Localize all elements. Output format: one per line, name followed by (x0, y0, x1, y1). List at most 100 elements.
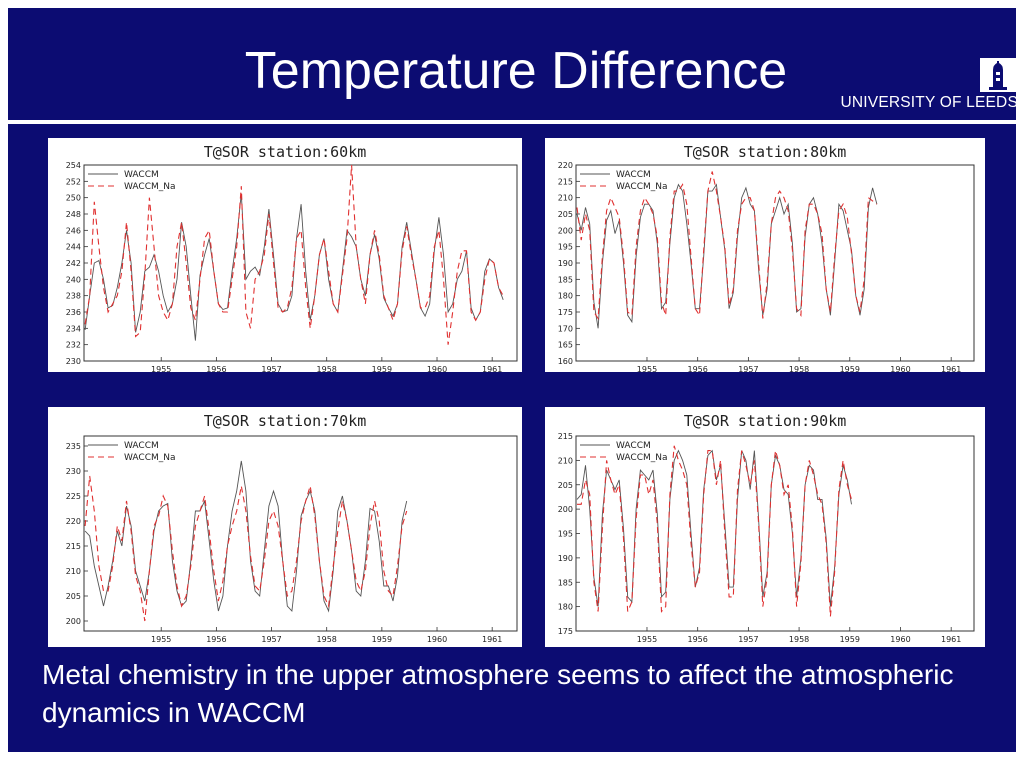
x-tick-label: 1956 (688, 635, 708, 644)
series-line-waccm (576, 449, 852, 607)
series-line-waccm-na (577, 445, 853, 617)
x-tick-label: 1958 (317, 635, 337, 644)
y-tick-label: 254 (66, 161, 81, 170)
chart-title: T@SOR station:80km (684, 143, 847, 161)
y-tick-label: 180 (558, 292, 573, 301)
x-tick-label: 1959 (372, 635, 392, 644)
y-tick-label: 232 (66, 341, 81, 350)
y-tick-label: 195 (558, 530, 573, 539)
x-tick-label: 1961 (482, 635, 502, 644)
x-tick-label: 1957 (738, 635, 758, 644)
y-tick-label: 200 (558, 505, 573, 514)
x-tick-label: 1956 (206, 365, 226, 372)
y-tick-label: 200 (558, 226, 573, 235)
legend-label: WACCM (616, 170, 651, 180)
series-line-waccm (576, 183, 878, 329)
x-tick-label: 1961 (941, 635, 961, 644)
slide-caption: Metal chemistry in the upper atmosphere … (42, 659, 954, 728)
plot-frame (83, 164, 518, 362)
y-tick-label: 210 (558, 194, 573, 203)
y-tick-label: 252 (66, 177, 81, 186)
series-line-waccm-na (84, 475, 408, 622)
y-tick-label: 205 (558, 210, 573, 219)
x-tick-label: 1955 (151, 635, 171, 644)
series-line-waccm-na (84, 165, 504, 345)
y-tick-label: 250 (66, 194, 81, 203)
chart-panel-90km: T@SOR station:90km 175 180 185 190 195 200 205 2… (545, 407, 985, 647)
chart-title: T@SOR station:70km (204, 412, 367, 430)
x-tick-label: 1956 (688, 365, 708, 372)
legend-label: WACCM_Na (124, 182, 176, 192)
y-tick-label: 190 (558, 554, 573, 563)
x-tick-label: 1956 (206, 635, 226, 644)
y-tick-label: 235 (66, 442, 81, 451)
y-tick-label: 215 (558, 432, 573, 441)
university-logo-text: UNIVERSITY OF LEEDS (840, 94, 1018, 111)
chart-title: T@SOR station:90km (684, 412, 847, 430)
x-tick-label: 1960 (427, 365, 447, 372)
y-tick-label: 220 (558, 161, 573, 170)
y-tick-label: 160 (558, 357, 573, 366)
x-tick-label: 1960 (890, 365, 910, 372)
series-line-waccm (84, 460, 408, 613)
y-tick-label: 210 (558, 456, 573, 465)
y-tick-label: 215 (558, 177, 573, 186)
x-tick-label: 1955 (151, 365, 171, 372)
slide-header: Temperature Difference UNIVERSITY OF LEE… (8, 8, 1018, 120)
y-tick-label: 236 (66, 308, 81, 317)
x-tick-label: 1957 (261, 365, 281, 372)
legend-label: WACCM (124, 170, 159, 180)
y-tick-label: 234 (66, 324, 81, 333)
legend-label: WACCM (124, 441, 159, 451)
x-tick-label: 1958 (317, 365, 337, 372)
x-tick-label: 1955 (637, 635, 657, 644)
legend-label: WACCM_Na (616, 182, 668, 192)
chart-90km: T@SOR station:90km 175 180 185 190 195 200 205 2… (558, 412, 975, 644)
y-tick-label: 175 (558, 308, 573, 317)
series-line-waccm-na (576, 171, 878, 321)
plot-frame (83, 435, 518, 632)
y-tick-label: 175 (558, 627, 573, 636)
y-tick-label: 190 (558, 259, 573, 268)
y-tick-label: 200 (66, 617, 81, 626)
y-tick-label: 230 (66, 467, 81, 476)
y-tick-label: 244 (66, 243, 81, 252)
x-tick-label: 1955 (637, 365, 657, 372)
chart-panel-60km: T@SOR station:60km 230 232 234 236 238 240 242 2… (48, 138, 522, 372)
x-tick-label: 1957 (738, 365, 758, 372)
x-tick-label: 1960 (427, 635, 447, 644)
legend-label: WACCM_Na (124, 453, 176, 463)
charts-area: T@SOR station:60km 230 232 234 236 238 240 242 2… (8, 124, 1016, 752)
y-tick-label: 248 (66, 210, 81, 219)
legend-label: WACCM_Na (616, 453, 668, 463)
y-tick-label: 195 (558, 243, 573, 252)
chart-60km: T@SOR station:60km 230 232 234 236 238 240 242 2… (66, 143, 518, 372)
y-tick-label: 215 (66, 542, 81, 551)
x-tick-label: 1959 (840, 365, 860, 372)
y-tick-label: 240 (66, 275, 81, 284)
y-tick-label: 238 (66, 292, 81, 301)
chart-panel-80km: T@SOR station:80km 160 165 170 175 180 185 190 1… (545, 138, 985, 372)
x-tick-label: 1959 (840, 635, 860, 644)
y-tick-label: 205 (66, 592, 81, 601)
y-tick-label: 185 (558, 275, 573, 284)
x-tick-label: 1958 (789, 635, 809, 644)
chart-title: T@SOR station:60km (204, 143, 367, 161)
y-tick-label: 230 (66, 357, 81, 366)
y-tick-label: 225 (66, 492, 81, 501)
y-tick-label: 180 (558, 603, 573, 612)
y-tick-label: 242 (66, 259, 81, 268)
y-tick-label: 170 (558, 324, 573, 333)
x-tick-label: 1961 (941, 365, 961, 372)
y-tick-label: 210 (66, 567, 81, 576)
y-tick-label: 165 (558, 341, 573, 350)
chart-panel-70km: T@SOR station:70km 200 205 210 215 220 225 230 2… (48, 407, 522, 647)
x-tick-label: 1960 (890, 635, 910, 644)
y-tick-label: 220 (66, 517, 81, 526)
y-tick-label: 185 (558, 578, 573, 587)
y-tick-label: 246 (66, 226, 81, 235)
x-tick-label: 1958 (789, 365, 809, 372)
slide-title: Temperature Difference (244, 42, 788, 100)
legend-label: WACCM (616, 441, 651, 451)
x-tick-label: 1959 (372, 365, 392, 372)
